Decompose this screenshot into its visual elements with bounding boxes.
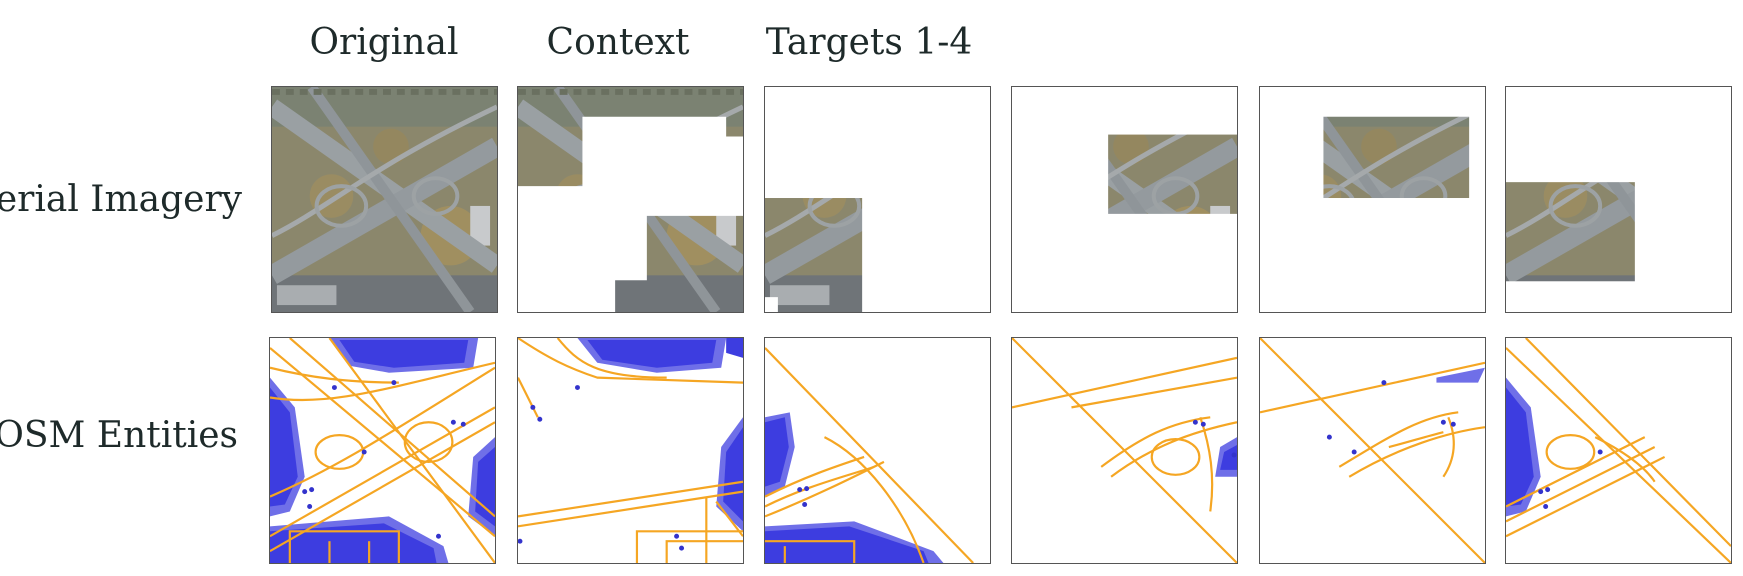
aerial-target-2-panel bbox=[1011, 86, 1238, 313]
osm-target-4-panel bbox=[1505, 337, 1732, 564]
aerial-context-image bbox=[518, 87, 743, 312]
aerial-target-1-image bbox=[765, 198, 863, 312]
aerial-context-panel bbox=[517, 86, 744, 313]
row-title-osm-entities: OSM Entities bbox=[0, 415, 238, 456]
osm-target-1-panel bbox=[764, 337, 991, 564]
aerial-target-4-image bbox=[1506, 182, 1635, 282]
column-title-original: Original bbox=[309, 22, 459, 63]
row-title-aerial-imagery: Aerial Imagery bbox=[0, 179, 242, 220]
osm-target-1-map bbox=[765, 347, 974, 563]
aerial-target-4-panel bbox=[1505, 86, 1732, 313]
osm-original-map bbox=[270, 338, 495, 563]
aerial-original-panel bbox=[271, 86, 498, 313]
osm-target-2-panel bbox=[1011, 337, 1238, 564]
osm-context-map bbox=[518, 338, 743, 563]
aerial-target-2-image bbox=[1108, 134, 1237, 214]
aerial-target-3-image bbox=[1323, 116, 1470, 199]
osm-target-2-map bbox=[1012, 338, 1237, 563]
osm-target-3-panel bbox=[1259, 337, 1486, 564]
aerial-original-image bbox=[272, 87, 497, 312]
osm-target-4-map bbox=[1506, 338, 1731, 563]
osm-original-panel bbox=[269, 337, 496, 564]
aerial-target-1-panel bbox=[764, 86, 991, 313]
aerial-target-3-panel bbox=[1259, 86, 1486, 313]
osm-target-3-map bbox=[1260, 338, 1485, 563]
osm-context-panel bbox=[517, 337, 744, 564]
column-title-context: Context bbox=[546, 22, 690, 63]
column-title-targets: Targets 1-4 bbox=[765, 22, 973, 63]
